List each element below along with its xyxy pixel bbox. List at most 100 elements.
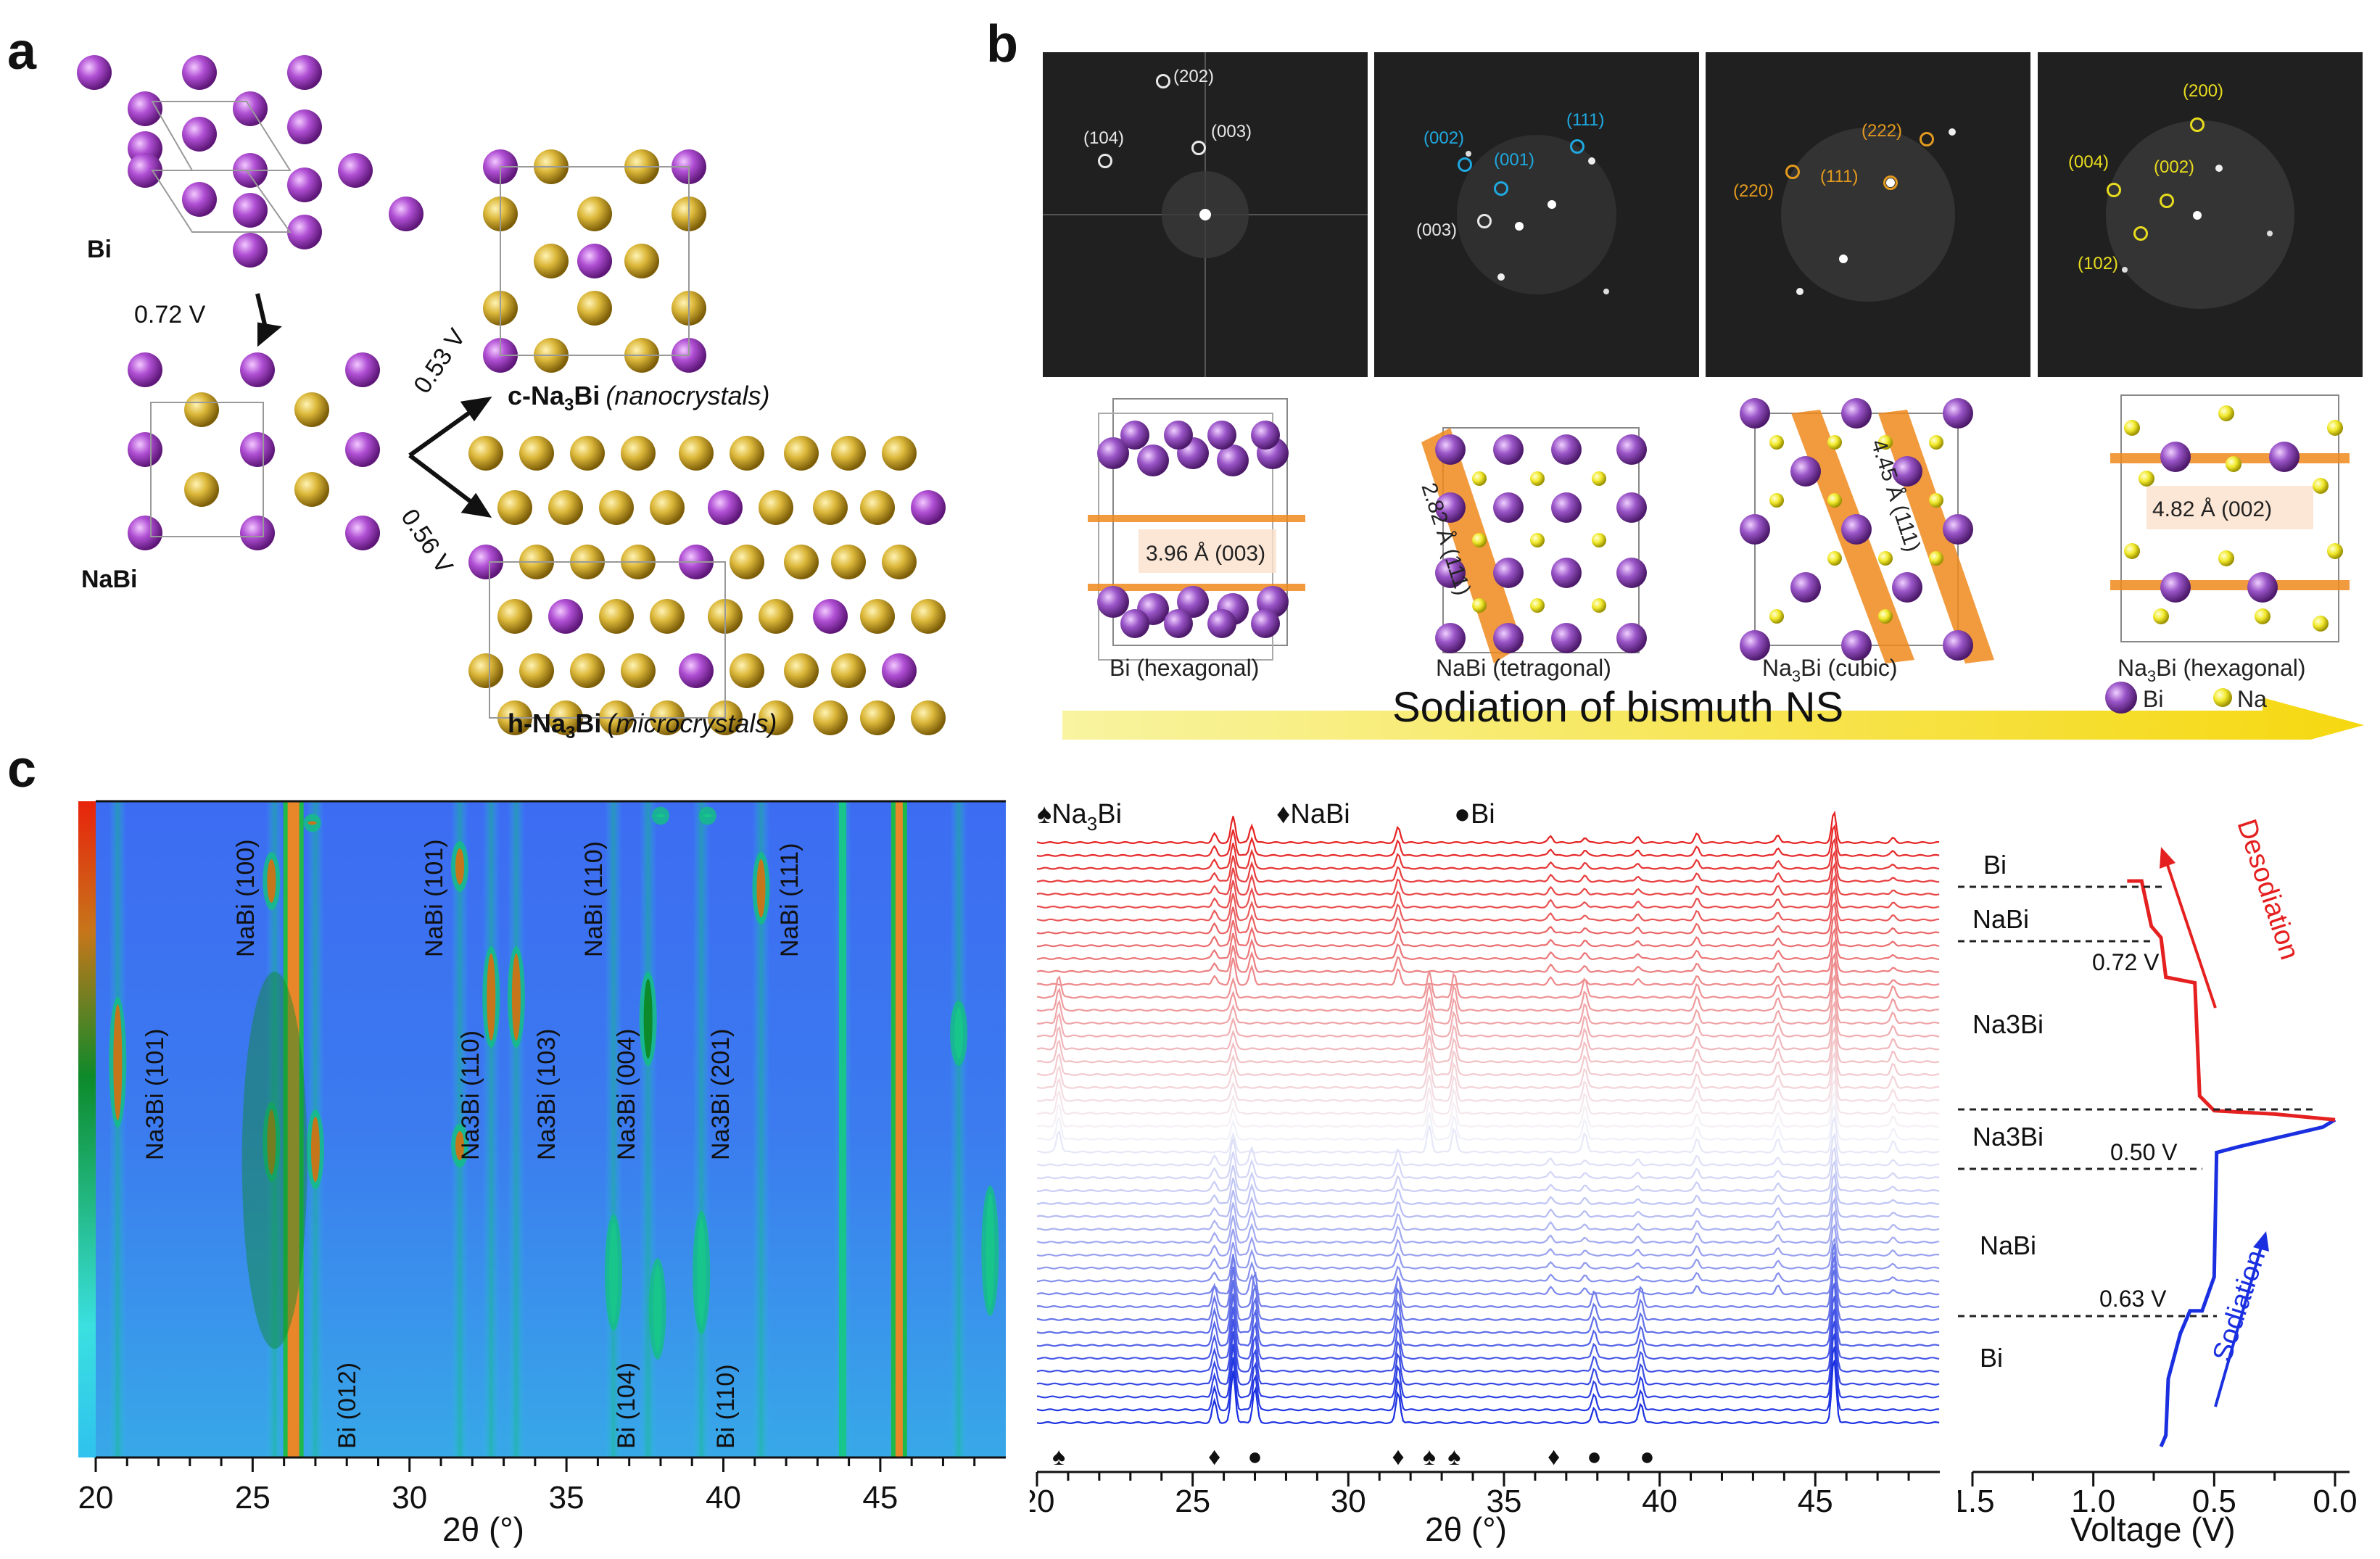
axis-tick-label: 0.0 [2313, 1484, 2357, 1519]
na-atom [184, 392, 219, 427]
axis-tick-label: 40 [1642, 1484, 1677, 1519]
heatmap-background [96, 801, 1006, 1457]
xrd-pattern [1036, 914, 1940, 948]
na-atom [860, 490, 895, 525]
bi-atom [2247, 572, 2278, 603]
fft-ring [1458, 157, 1472, 172]
xrd-pattern [1036, 874, 1940, 909]
heatmap-peak [838, 801, 846, 1457]
peak-label-na3bi-101: Na3Bi (101) [141, 1029, 169, 1160]
heatmap-streak [109, 801, 127, 1457]
phase-label: NaBi [1980, 1231, 2036, 1260]
bi-atom [2160, 572, 2191, 603]
bi-atom [1892, 456, 1922, 487]
bi-atom [1841, 514, 1872, 545]
fft-label: (002) [2154, 157, 2195, 177]
bi-atom [1616, 623, 1647, 653]
na-atom [2218, 405, 2234, 421]
na-atom [534, 244, 569, 278]
fft-ring [1098, 154, 1112, 168]
xrd-pattern [1037, 837, 1940, 870]
na-atom [1530, 533, 1545, 547]
bi-atom [1120, 421, 1149, 450]
direction-arrows [2160, 847, 2269, 1407]
na-atom [911, 599, 946, 634]
xrd-pattern [1036, 927, 1940, 961]
structure-na3bi-cubic [1740, 398, 1994, 663]
bi-atom [1493, 623, 1524, 653]
voltage-label: 0.50 V [2110, 1139, 2178, 1165]
axis-tick-label: 1.0 [2071, 1484, 2115, 1519]
heatmap-spot [653, 1265, 662, 1352]
axis-tick-label: 0.5 [2192, 1484, 2236, 1519]
bi-atom [1943, 514, 1973, 545]
bi-atom [1616, 492, 1647, 523]
heatmap-spot [609, 1222, 619, 1323]
label-c-na3bi: c-Na3Bi (nanocrystals) [508, 381, 769, 415]
xrd-pattern [1036, 1308, 1940, 1373]
na-atom [497, 599, 532, 634]
heatmap-streak [507, 801, 525, 1457]
bi-atom [287, 109, 322, 144]
bi-atom [1943, 398, 1973, 429]
phase-label: Bi [1980, 1343, 2003, 1373]
xrd-pattern [1036, 850, 1940, 883]
bi-atom [345, 432, 380, 467]
heatmap-spot [487, 954, 496, 1041]
bi-atom [1137, 444, 1169, 476]
xrd-pattern [1036, 1090, 1940, 1128]
na-atom [497, 490, 532, 525]
peak-label-na3bi-110: Na3Bi (110) [457, 1030, 484, 1160]
bi-atom [128, 153, 162, 188]
bi-atom [287, 215, 322, 249]
bi-atom [1740, 398, 1770, 429]
bi-atom [128, 432, 162, 467]
xrd-pattern [1036, 1000, 1940, 1038]
fft-ring [1570, 139, 1584, 154]
xrd-pattern [1036, 1012, 1940, 1051]
fft-pattern [1781, 128, 1956, 302]
bi-atom [389, 197, 423, 231]
d-spacing-label: 3.96 Å (003) [1146, 542, 1265, 566]
xrd-pattern [1036, 1102, 1940, 1141]
fft-label: (104) [1083, 128, 1125, 148]
fft-image-h-na3bi: (200) (004) (002) (102) [2038, 52, 2363, 377]
na-atom [599, 490, 634, 525]
xrd-pattern [1036, 1133, 1940, 1167]
fft-label: (222) [1862, 121, 1903, 141]
heatmap-spot [697, 1218, 706, 1327]
sodiation-label: Sodiation [2207, 1246, 2272, 1365]
peak-label-na3bi-004: Na3Bi (004) [613, 1029, 640, 1160]
bi-atom [233, 91, 268, 126]
fft-label: (111) [1820, 167, 1859, 186]
bi-atom [233, 233, 268, 268]
bi-atom [1616, 558, 1647, 588]
bi-atom [1841, 630, 1872, 661]
bi-atom [182, 182, 217, 217]
na-atom [2313, 616, 2329, 632]
peak-label-nabi-100: NaBi (100) [232, 839, 260, 957]
axis-tick-label: 25 [1175, 1484, 1210, 1519]
heatmap-peak [287, 801, 299, 1457]
bi-atom [1435, 434, 1466, 465]
phase-marker: ♦ [1392, 1443, 1404, 1471]
na-atom [1769, 493, 1784, 508]
bi-atom [345, 516, 380, 550]
bi-atom [1120, 609, 1149, 638]
voltage-curves [2127, 879, 2336, 1447]
heatmap-spot [455, 1131, 464, 1160]
fft-image-nabi: (002) (111) (001) (003) [1374, 52, 1699, 377]
bi-atom [679, 653, 714, 688]
axis-tick-label: 35 [1486, 1484, 1521, 1519]
bi-atom [1164, 421, 1193, 450]
phase-marker: ♠ [1447, 1443, 1460, 1471]
na-atom [1929, 493, 1943, 508]
na-atom [730, 545, 764, 579]
xrd-pattern [1036, 1296, 1940, 1360]
axis-tick-label: 30 [392, 1480, 427, 1515]
bi-atom [128, 516, 162, 550]
bi-atom [813, 599, 848, 634]
heatmap-streak [639, 801, 657, 1457]
na-atom [650, 490, 685, 525]
panel-a-structures: Bi 0.72 V NaBi 0.53 V 0.56 V c-Na3Bi (nan… [77, 55, 946, 743]
